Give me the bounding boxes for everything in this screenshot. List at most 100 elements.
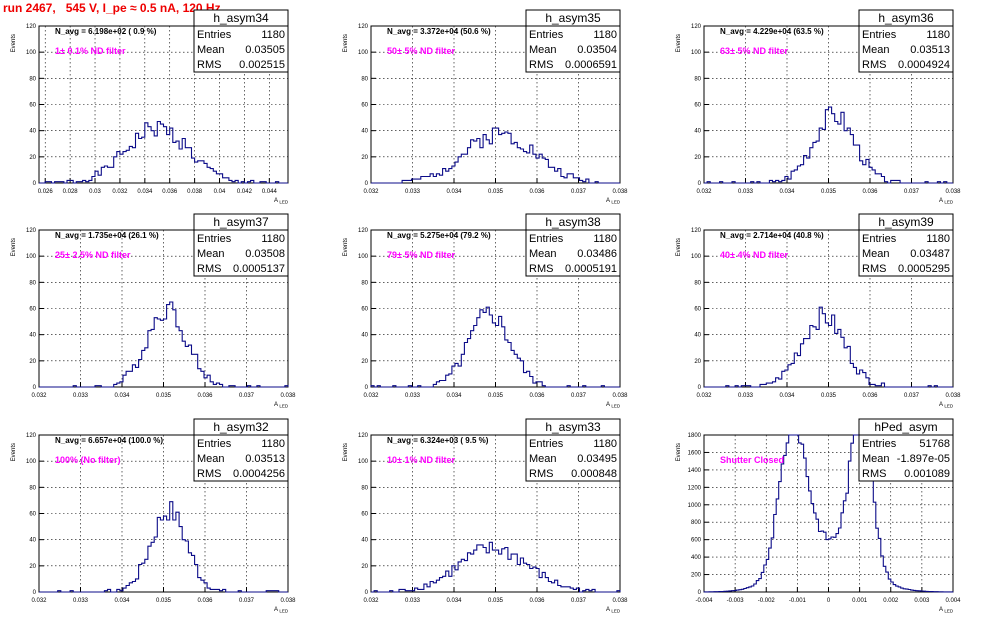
y-tick-label: 800 [691, 520, 702, 526]
x-tick-label: 0.035 [488, 393, 504, 399]
x-tick-label: 0.037 [571, 189, 587, 195]
y-tick-label: 200 [691, 573, 702, 579]
stat-label: Mean [529, 248, 557, 260]
histogram-panel-h_asym38: 0.032 0.033 0.034 0.035 0.036 0.037 0.038 0 20 40… [343, 213, 628, 409]
histogram-line [370, 306, 620, 388]
x-tick-label: 0.038 [612, 598, 628, 604]
y-tick-label: 1600 [688, 450, 702, 456]
x-tick-label: 0.037 [239, 598, 255, 604]
x-tick-label: 0.033 [405, 189, 421, 195]
x-tick-label: 0.033 [405, 598, 421, 604]
y-tick-label: 0 [33, 385, 37, 391]
stats-box [525, 213, 621, 277]
stat-label: Mean [529, 44, 557, 56]
x-tick-label: 0.036 [197, 393, 213, 399]
y-tick-label: 100 [26, 50, 37, 56]
y-tick-label: 120 [358, 228, 369, 234]
y-tick-label: 80 [694, 280, 701, 286]
stat-label: Entries [529, 29, 564, 41]
y-tick-label: 80 [361, 76, 368, 82]
stat-value: 0.0005191 [565, 263, 617, 275]
x-axis-label: A LED [939, 607, 954, 614]
stat-label: RMS [197, 263, 221, 275]
x-tick-label: 0.035 [156, 393, 172, 399]
stat-value: 0.03513 [245, 453, 285, 465]
x-axis-label: A LED [274, 198, 289, 205]
stat-value: 1180 [926, 29, 950, 41]
stat-value: 0.001089 [904, 468, 950, 480]
y-axis-label: Events [343, 443, 349, 461]
y-tick-label: 20 [361, 564, 368, 570]
x-tick-label: 0.032 [363, 598, 379, 604]
y-tick-label: 20 [29, 359, 36, 365]
stat-value: 0.0004256 [233, 468, 285, 480]
y-tick-label: 120 [358, 24, 369, 30]
stats-box [193, 9, 289, 73]
x-tick-label: 0.033 [73, 393, 89, 399]
stat-label: Entries [197, 233, 232, 245]
histogram-line [371, 127, 620, 184]
x-tick-label: 0.036 [529, 393, 545, 399]
x-tick-label: 0.032 [363, 189, 379, 195]
stat-value: 1180 [261, 233, 285, 245]
x-tick-label: 0.033 [738, 393, 754, 399]
stat-label: Entries [197, 438, 232, 450]
y-axis-label: Events [11, 443, 17, 461]
x-tick-label: 0.036 [862, 189, 878, 195]
stat-label: Mean [197, 44, 225, 56]
stat-value: 0.03505 [245, 44, 285, 56]
y-axis-label: Events [11, 238, 17, 256]
x-tick-label: 0.035 [821, 189, 837, 195]
y-tick-label: 60 [29, 307, 36, 313]
x-tick-label: 0.035 [821, 393, 837, 399]
y-tick-label: 400 [691, 555, 702, 561]
histogram-title: h_asym32 [213, 420, 269, 434]
navg-label: N_avg = 3.372e+04 (50.6 %) [387, 27, 491, 36]
y-tick-label: 80 [361, 280, 368, 286]
histogram-line [704, 306, 953, 388]
x-tick-label: -0.003 [727, 598, 745, 604]
histogram-panel-h_asym34: 0.026 0.028 0.03 0.032 0.034 0.036 0.038 0.04 0.… [11, 9, 289, 205]
histogram-line [703, 434, 954, 593]
y-tick-label: 40 [361, 538, 368, 544]
x-tick-label: 0.036 [862, 393, 878, 399]
y-tick-label: 60 [361, 307, 368, 313]
stat-label: RMS [529, 59, 553, 71]
stat-value: 1180 [593, 29, 617, 41]
y-tick-label: 1800 [688, 433, 702, 439]
x-tick-label: 0.035 [156, 598, 172, 604]
x-tick-label: 0.038 [612, 189, 628, 195]
y-tick-label: 80 [694, 76, 701, 82]
x-tick-label: 0.035 [488, 598, 504, 604]
y-tick-label: 100 [358, 459, 369, 465]
x-tick-label: 0.001 [852, 598, 868, 604]
filter-annotation: 63± 5% ND filter [720, 46, 788, 56]
x-tick-label: 0.036 [162, 189, 178, 195]
y-axis-label: Events [343, 34, 349, 52]
stat-label: Entries [862, 233, 897, 245]
y-tick-label: 80 [29, 485, 36, 491]
y-tick-label: 80 [361, 485, 368, 491]
stat-label: RMS [197, 468, 221, 480]
x-tick-label: 0.038 [612, 393, 628, 399]
histogram-panel-hPed_asym: -0.004 -0.003 -0.002 -0.001 0 0.001 0.002 0.003… [676, 418, 961, 614]
navg-label: N_avg = 4.229e+04 (63.5 %) [720, 27, 824, 36]
x-tick-label: 0.038 [187, 189, 203, 195]
y-tick-label: 60 [29, 512, 36, 518]
filter-annotation: 50± 5% ND filter [387, 46, 455, 56]
stat-label: RMS [529, 468, 553, 480]
y-tick-label: 40 [361, 333, 368, 339]
y-tick-label: 60 [694, 307, 701, 313]
stat-label: Mean [862, 248, 890, 260]
x-tick-label: 0.028 [63, 189, 79, 195]
y-tick-label: 1200 [688, 485, 702, 491]
x-tick-label: 0.038 [945, 189, 961, 195]
y-tick-label: 20 [694, 155, 701, 161]
navg-label: N_avg = 6.198e+02 ( 0.9 %) [55, 27, 157, 36]
histogram-title: h_asym37 [213, 215, 269, 229]
x-axis-label: A LED [606, 607, 621, 614]
stat-value: 0.0005137 [233, 263, 285, 275]
x-tick-label: 0.035 [488, 189, 504, 195]
y-tick-label: 100 [26, 459, 37, 465]
